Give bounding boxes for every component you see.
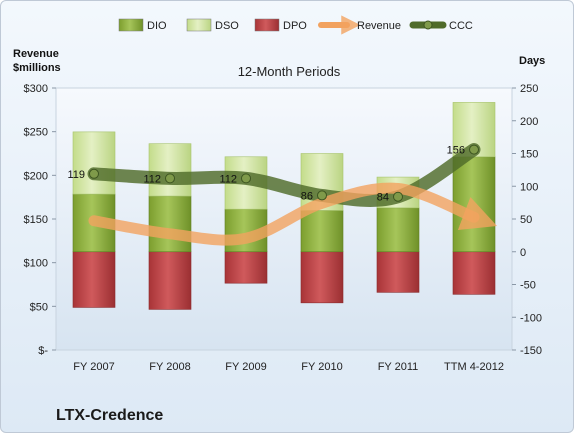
left-axis: $- $50 $100 $150 $200 $250 $300 <box>24 83 56 357</box>
revenue-line <box>88 182 498 246</box>
bar-dio-fy-2008 <box>148 195 192 253</box>
bar-dio-ttm-4-2012 <box>452 156 496 253</box>
left-tick-label: $100 <box>24 258 48 270</box>
bar-dio-fy-2011 <box>376 207 420 253</box>
x-tick-label-fy-2010: FY 2010 <box>301 361 342 373</box>
ccc-point-fy-2008 <box>165 173 175 184</box>
ccc-point-fy-2011 <box>393 191 403 202</box>
left-axis-title-line1: Revenue <box>13 48 59 60</box>
ccc-data-label-fy-2008: 112 <box>143 173 161 185</box>
legend-item-ccc: CCC <box>409 20 473 32</box>
legend-ccc-marker <box>423 20 433 30</box>
company-name: LTX-Credence <box>56 407 163 424</box>
ccc-data-labels: 119 112 112 86 84 156 <box>67 145 465 204</box>
chart-subtitle: 12-Month Periods <box>238 64 341 79</box>
right-tick-label: -50 <box>520 280 536 292</box>
x-tick-label-fy-2009: FY 2009 <box>225 361 266 373</box>
x-tick-label-ttm-4-2012: TTM 4-2012 <box>444 361 504 373</box>
ccc-point-fy-2010 <box>317 190 327 201</box>
ccc-data-label-fy-2007: 119 <box>67 169 85 181</box>
ccc-data-label-ttm-4-2012: 156 <box>447 145 465 157</box>
bar-dio-fy-2010 <box>300 210 344 253</box>
legend-label-dpo: DPO <box>283 20 307 32</box>
legend-item-dso: DSO <box>186 18 239 32</box>
bar-dpo-fy-2008 <box>148 251 192 310</box>
revenue-series <box>88 182 498 246</box>
right-axis: -150 -100 -50 0 50 100 150 200 250 <box>512 83 542 357</box>
legend-label-ccc: CCC <box>449 20 473 32</box>
left-axis-title-line2: $millions <box>13 62 61 74</box>
ccc-point-fy-2009 <box>241 173 251 184</box>
left-tick-label: $250 <box>24 127 48 139</box>
left-tick-label: $50 <box>30 301 48 313</box>
x-tick-label-fy-2008: FY 2008 <box>149 361 190 373</box>
right-tick-label: -150 <box>520 345 542 357</box>
bar-dso-fy-2007 <box>72 131 116 195</box>
right-tick-label: 0 <box>520 247 526 259</box>
legend-item-dpo: DPO <box>254 18 307 32</box>
legend-label-dio: DIO <box>147 20 167 32</box>
x-tick-label-fy-2007: FY 2007 <box>73 361 114 373</box>
right-tick-label: -100 <box>520 312 542 324</box>
legend-swatch-dio <box>118 18 144 32</box>
bar-dpo-ttm-4-2012 <box>452 251 496 295</box>
left-tick-label: $150 <box>24 214 48 226</box>
bar-dpo-fy-2009 <box>224 251 268 284</box>
left-tick-label: $200 <box>24 170 48 182</box>
left-tick-label: $300 <box>24 83 48 95</box>
legend-label-dso: DSO <box>215 20 239 32</box>
legend-item-dio: DIO <box>118 18 167 32</box>
right-tick-label: 150 <box>520 149 538 161</box>
legend-swatch-dso <box>186 18 212 32</box>
bar-dpo-fy-2011 <box>376 251 420 293</box>
x-tick-label-fy-2011: FY 2011 <box>378 361 419 373</box>
right-tick-label: 250 <box>520 83 538 95</box>
ccc-data-label-fy-2010: 86 <box>301 190 313 202</box>
x-axis: FY 2007 FY 2008 FY 2009 FY 2010 FY 2011 TTM 4… <box>73 361 504 373</box>
right-axis-title: Days <box>519 55 545 67</box>
legend-item-revenue: Revenue <box>318 15 401 35</box>
legend-swatch-dpo <box>254 18 280 32</box>
right-tick-label: 50 <box>520 214 532 226</box>
ccc-point-ttm-4-2012 <box>469 144 479 155</box>
ccc-data-label-fy-2009: 112 <box>219 173 237 185</box>
ccc-data-label-fy-2011: 84 <box>377 192 389 204</box>
ccc-point-fy-2007 <box>89 168 99 179</box>
legend: DIO DSO DPO Revenue CCC <box>118 15 473 35</box>
bar-dpo-fy-2010 <box>300 251 344 304</box>
left-tick-label: $- <box>38 345 48 357</box>
ccc-points <box>89 144 479 202</box>
bar-dpo-fy-2007 <box>72 251 116 308</box>
legend-label-revenue: Revenue <box>357 20 401 32</box>
right-tick-label: 100 <box>520 181 538 193</box>
right-tick-label: 200 <box>520 116 538 128</box>
bar-dso-fy-2008 <box>148 143 192 197</box>
